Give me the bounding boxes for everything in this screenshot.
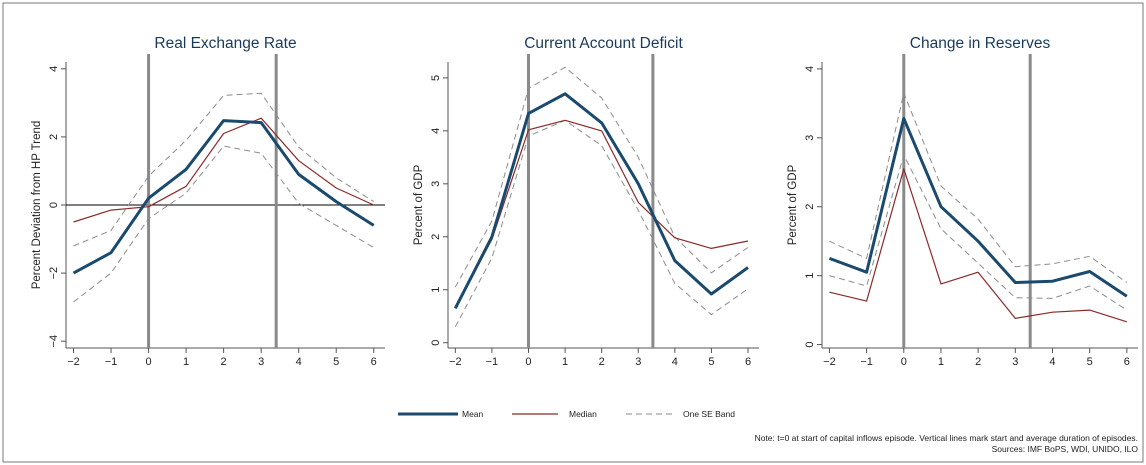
legend: Mean Median One SE Band	[398, 409, 735, 419]
series-line-median	[829, 168, 1127, 323]
x-tick-label: 0	[525, 356, 531, 368]
y-tick-label: 2	[430, 234, 442, 240]
x-tick-label: 1	[938, 356, 944, 368]
series-line-band-3	[454, 119, 749, 328]
x-tick-label: 4	[1049, 356, 1055, 368]
x-tick-label: −1	[105, 356, 118, 368]
x-tick-label: −2	[449, 356, 462, 368]
x-tick-label: 6	[371, 356, 377, 368]
y-tick-label: 0	[430, 340, 442, 346]
y-tick-label: 2	[804, 204, 816, 210]
series-line-mean	[72, 119, 375, 275]
y-tick-label: −2	[48, 267, 60, 280]
y-tick-label: 5	[430, 75, 442, 81]
series-line-band-2	[454, 66, 749, 288]
chart-panel-3: Change in Reserves 0 1 2 3 4 −2 −1 0 1 2 3 4 5 6 Percen…	[787, 35, 1138, 368]
x-tick-label: 1	[562, 356, 568, 368]
x-tick-label: 3	[258, 356, 264, 368]
chart-title: Current Account Deficit	[524, 35, 683, 52]
x-tick-label: 0	[901, 356, 907, 368]
y-tick-label: 4	[430, 128, 442, 134]
y-axis-label: Percent Deviation from HP Trend	[31, 121, 43, 290]
x-tick-label: 2	[599, 356, 605, 368]
figure-note: Note: t=0 at start of capital inflows ep…	[755, 433, 1138, 443]
y-tick-label: −4	[48, 335, 60, 348]
chart-panels: Real Exchange Rate −4 −2 0 2 4 −2 −1 0 1 2 3 4 5 6 Perc…	[31, 35, 1138, 368]
series-line-median	[454, 119, 749, 309]
x-tick-label: 1	[183, 356, 189, 368]
x-tick-label: 0	[146, 356, 152, 368]
x-tick-label: 6	[1124, 356, 1130, 368]
y-tick-label: 1	[430, 287, 442, 293]
y-axis-label: Percent of GDP	[413, 164, 425, 245]
x-tick-label: 2	[221, 356, 227, 368]
y-tick-label: 0	[48, 202, 60, 208]
series-line-median	[73, 117, 374, 223]
x-tick-label: 6	[745, 356, 751, 368]
y-tick-label: 1	[804, 273, 816, 279]
series-line-band-3	[829, 154, 1128, 311]
y-tick-label: 3	[430, 181, 442, 187]
series-line-mean	[828, 117, 1128, 298]
x-tick-label: 5	[1087, 356, 1093, 368]
series-line-band-2	[73, 92, 374, 247]
x-tick-label: −2	[67, 356, 80, 368]
x-tick-label: 4	[672, 356, 678, 368]
legend-label-mean: Mean	[462, 409, 484, 419]
x-tick-label: −1	[486, 356, 499, 368]
y-tick-label: 0	[804, 341, 816, 347]
chart-title: Change in Reserves	[910, 35, 1051, 52]
x-tick-label: 3	[635, 356, 641, 368]
y-tick-label: 2	[48, 134, 60, 140]
chart-panel-2: Current Account Deficit 0 1 2 3 4 5 −2 −1 0 1 2 3 4 5 6…	[413, 35, 759, 368]
x-tick-label: 5	[708, 356, 714, 368]
series-line-mean	[453, 92, 749, 309]
chart-panel-1: Real Exchange Rate −4 −2 0 2 4 −2 −1 0 1 2 3 4 5 6 Perc…	[31, 35, 385, 368]
x-tick-label: 3	[1012, 356, 1018, 368]
legend-label-band: One SE Band	[683, 409, 735, 419]
legend-label-median: Median	[569, 409, 597, 419]
figure-sources: Sources: IMF BoPS, WDI, UNIDO, ILO	[992, 444, 1139, 454]
chart-title: Real Exchange Rate	[154, 35, 296, 52]
y-axis-label: Percent of GDP	[787, 164, 799, 245]
x-tick-label: 5	[333, 356, 339, 368]
x-tick-label: 4	[296, 356, 302, 368]
y-tick-label: 4	[804, 66, 816, 72]
y-tick-label: 4	[48, 66, 60, 72]
x-tick-label: −1	[860, 356, 873, 368]
series-line-band-2	[829, 92, 1128, 283]
x-tick-label: 2	[975, 356, 981, 368]
y-tick-label: 3	[804, 135, 816, 141]
x-tick-label: −2	[823, 356, 836, 368]
